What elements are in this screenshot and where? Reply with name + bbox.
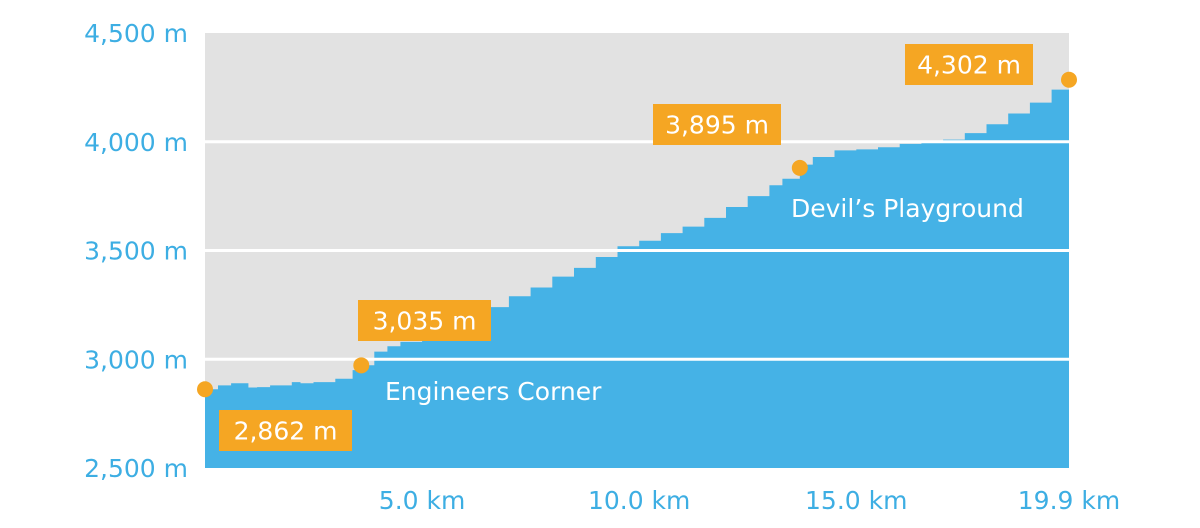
x-tick-label: 5.0 km: [379, 486, 466, 515]
elevation-callout-label: 2,862 m: [234, 417, 338, 446]
elevation-callout-label: 3,035 m: [373, 307, 477, 336]
x-tick-label: 19.9 km: [1018, 486, 1120, 515]
y-tick-label: 3,000 m: [84, 345, 188, 374]
y-axis: 2,500 m 3,000 m 3,500 m 4,000 m 4,500 m: [84, 19, 188, 483]
elevation-callout-label: 3,895 m: [665, 111, 769, 140]
elevation-callout-box: [653, 104, 781, 145]
x-axis: 5.0 km 10.0 km 15.0 km 19.9 km: [379, 486, 1120, 515]
y-tick-label: 3,500 m: [84, 237, 188, 266]
elevation-marker-point: [197, 381, 213, 398]
y-tick-label: 4,000 m: [84, 128, 188, 157]
elevation-marker-point: [1061, 71, 1077, 88]
elevation-callout-box: [219, 410, 352, 451]
elevation-callout-label: 4,302 m: [917, 51, 1021, 80]
place-name-label: Engineers Corner: [385, 377, 602, 406]
x-tick-label: 15.0 km: [805, 486, 907, 515]
elevation-callout-box: [358, 300, 491, 341]
elevation-area: [205, 76, 1069, 468]
elevation-markers: 2,862 m 3,035 m Engineers Corner 3,895 m Dev…: [197, 44, 1077, 451]
gridlines: [205, 140, 1069, 361]
x-tick-label: 10.0 km: [588, 486, 690, 515]
elevation-callout-box: [905, 44, 1033, 85]
place-name-label: Devil’s Playground: [791, 194, 1024, 223]
y-tick-label: 4,500 m: [84, 19, 188, 48]
y-tick-label: 2,500 m: [84, 454, 188, 483]
elevation-marker-point: [791, 159, 808, 176]
elevation-marker-point: [353, 357, 370, 374]
